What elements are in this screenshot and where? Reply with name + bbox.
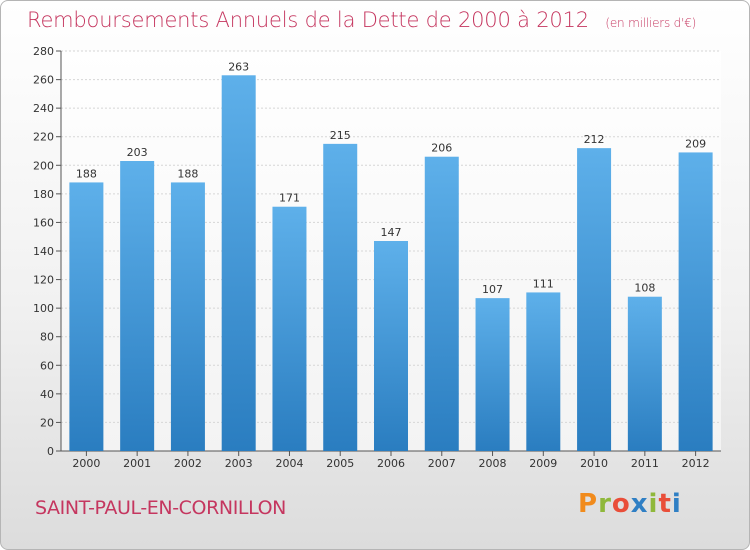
brand-letter: r <box>598 489 612 519</box>
bar-value-label: 107 <box>482 283 503 296</box>
bar-value-label: 108 <box>634 282 655 295</box>
brand-letter: x <box>630 489 649 519</box>
chart-title: Remboursements Annuels de la Dette de 20… <box>27 8 696 32</box>
bar <box>424 156 459 451</box>
bar <box>69 182 104 451</box>
bar-value-label: 147 <box>381 226 402 239</box>
bar-value-label: 212 <box>584 133 605 146</box>
bar-value-label: 188 <box>177 167 198 180</box>
x-tick-label: 2009 <box>529 457 557 470</box>
bar-value-label: 206 <box>431 142 452 155</box>
brand-logo: Proxiti <box>578 489 682 519</box>
bar-value-label: 203 <box>127 146 148 159</box>
brand-letter: i <box>648 489 659 519</box>
y-tick-label: 20 <box>40 416 54 429</box>
bar <box>374 241 408 451</box>
chart-unit: (en milliers d'€) <box>605 16 697 30</box>
brand-letter: i <box>671 489 682 519</box>
x-tick-label: 2005 <box>326 457 354 470</box>
y-tick-label: 200 <box>33 159 54 172</box>
brand-letter: P <box>578 489 599 519</box>
x-tick-label: 2003 <box>225 457 253 470</box>
x-axis: 2000 2001 2002 2003 2004 2005 2006 2007 2008 2009… <box>61 450 721 470</box>
commune-name: SAINT-PAUL-EN-CORNILLON <box>35 497 286 519</box>
y-tick-label: 240 <box>33 102 54 115</box>
x-tick-label: 2010 <box>580 457 608 470</box>
bar <box>170 182 205 451</box>
brand-letter: o <box>611 489 631 519</box>
chart-title-text: Remboursements Annuels de la Dette de 20… <box>27 8 589 32</box>
y-tick-label: 160 <box>33 216 54 229</box>
x-tick-label: 2006 <box>377 457 405 470</box>
y-tick-label: 80 <box>40 331 54 344</box>
y-tick-label: 140 <box>33 245 54 258</box>
y-tick-label: 0 <box>47 445 54 458</box>
bar <box>627 296 662 451</box>
y-tick-label: 260 <box>33 74 54 87</box>
bars: 188 203 188 263 171 215 147 206 107 111 212 108 209 <box>69 60 713 452</box>
bar <box>120 161 155 451</box>
x-tick-label: 2001 <box>123 457 151 470</box>
bar <box>221 75 256 452</box>
y-tick-label: 100 <box>33 302 54 315</box>
brand-letter: t <box>658 489 672 519</box>
y-tick-label: 40 <box>40 388 54 401</box>
bar <box>475 298 510 451</box>
bar-value-label: 111 <box>533 277 554 290</box>
bar <box>577 148 612 451</box>
bar <box>678 152 713 451</box>
bar-value-label: 263 <box>228 60 249 73</box>
bar-value-label: 215 <box>330 129 351 142</box>
y-axis: 0 20 40 60 80 100 120 140 160 180 200 220 240 260 280 <box>33 45 62 458</box>
bar-value-label: 209 <box>685 137 706 150</box>
x-tick-label: 2008 <box>479 457 507 470</box>
y-tick-label: 60 <box>40 359 54 372</box>
y-tick-label: 180 <box>33 188 54 201</box>
y-tick-label: 220 <box>33 131 54 144</box>
x-tick-label: 2007 <box>428 457 456 470</box>
x-tick-label: 2000 <box>72 457 100 470</box>
x-tick-label: 2004 <box>275 457 303 470</box>
bar-value-label: 188 <box>76 167 97 180</box>
x-tick-label: 2002 <box>174 457 202 470</box>
bar-value-label: 171 <box>279 192 300 205</box>
y-tick-label: 280 <box>33 45 54 58</box>
bar <box>323 143 358 451</box>
x-tick-label: 2012 <box>682 457 710 470</box>
bar <box>526 292 561 451</box>
bar <box>272 206 307 451</box>
x-tick-label: 2011 <box>631 457 659 470</box>
y-tick-label: 120 <box>33 274 54 287</box>
